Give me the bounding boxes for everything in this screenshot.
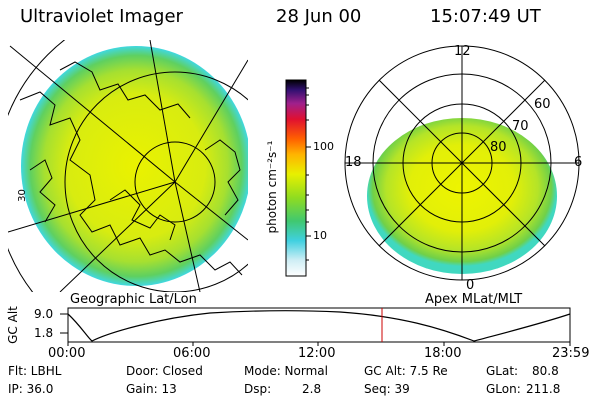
coastline-3 <box>109 189 176 241</box>
mlt-label-top: 12 <box>454 44 471 59</box>
time-label: 15:07:49 UT <box>430 6 541 27</box>
geo-lat-ring-mid <box>64 71 248 292</box>
colorbar-scale <box>285 79 307 277</box>
magnetic-caption: Apex MLat/MLT <box>425 292 523 307</box>
colorbar-label-10: 10 <box>313 229 327 242</box>
timeline-frame <box>67 307 571 343</box>
timeline-xtick-1200: 12:00 <box>298 346 336 361</box>
timeline-xtick-0600: 06:00 <box>173 346 211 361</box>
info-mode: Mode: Normal <box>244 364 328 378</box>
geographic-image <box>8 40 248 292</box>
info-glon-label: GLon: <box>486 382 521 396</box>
geo-meridian-1 <box>9 45 176 183</box>
mlt-line-diag-2 <box>378 79 546 247</box>
timeline-ylabel: GC Alt <box>5 306 20 344</box>
mlat-label-60: 60 <box>534 97 551 112</box>
geographic-caption: Geographic Lat/Lon <box>70 292 197 307</box>
timeline-xtick-2359: 23:59 <box>552 346 590 361</box>
info-glat-value: 80.8 <box>532 364 559 378</box>
info-door: Door: Closed <box>126 364 203 378</box>
left-aurora-image <box>21 46 248 286</box>
info-dsp-value: 2.8 <box>302 382 322 396</box>
instrument-title: Ultraviolet Imager <box>20 6 183 27</box>
coastline-4 <box>204 139 241 216</box>
magnetic-image <box>344 45 580 281</box>
timeline-xticks <box>67 342 571 346</box>
info-ip: IP: 36.0 <box>8 382 54 396</box>
geo-meridian-5 <box>174 181 201 292</box>
colorbar-units: photon cm⁻²s⁻¹ <box>265 140 279 234</box>
mlt-label-left: 18 <box>345 155 362 170</box>
timeline-xtick-1800: 18:00 <box>424 346 462 361</box>
colorbar-minor-ticks <box>306 87 309 261</box>
colorbar-label-100: 100 <box>313 140 334 153</box>
info-gain: Gain: 13 <box>126 382 177 396</box>
info-dsp-label: Dsp: <box>244 382 272 396</box>
geo-lat-ring-inner <box>134 141 216 223</box>
info-glon-value: 211.8 <box>526 382 561 396</box>
info-filter: Flt: LBHL <box>8 364 62 378</box>
timeline-ytick-label-1.8: 1.8 <box>34 326 54 340</box>
info-gc-alt: GC Alt: 7.5 Re <box>364 364 448 378</box>
geo-meridian-2 <box>149 40 176 183</box>
coastline-1 <box>19 91 243 276</box>
geo-meridian-6 <box>59 181 176 292</box>
info-seq: Seq: 39 <box>364 382 410 396</box>
coastline-5 <box>29 159 56 223</box>
mlat-label-80: 80 <box>490 140 507 155</box>
geo-edge-label: 30 <box>16 189 28 202</box>
timeline-xtick-0000: 00:00 <box>48 346 86 361</box>
mlt-label-right: 6 <box>574 155 583 170</box>
geo-meridian-3 <box>174 59 248 183</box>
geo-meridian-4 <box>174 181 248 241</box>
mlt-label-bottom: 0 <box>466 278 475 293</box>
gc-altitude-curve <box>67 310 571 342</box>
geo-meridian-7 <box>8 181 176 233</box>
coastline-2 <box>59 61 191 119</box>
timeline-ytick-label-9: 9.0 <box>34 307 54 321</box>
info-glat-label: GLat: <box>486 364 519 378</box>
date-label: 28 Jun 00 <box>276 6 362 27</box>
mlat-label-70: 70 <box>512 119 529 134</box>
